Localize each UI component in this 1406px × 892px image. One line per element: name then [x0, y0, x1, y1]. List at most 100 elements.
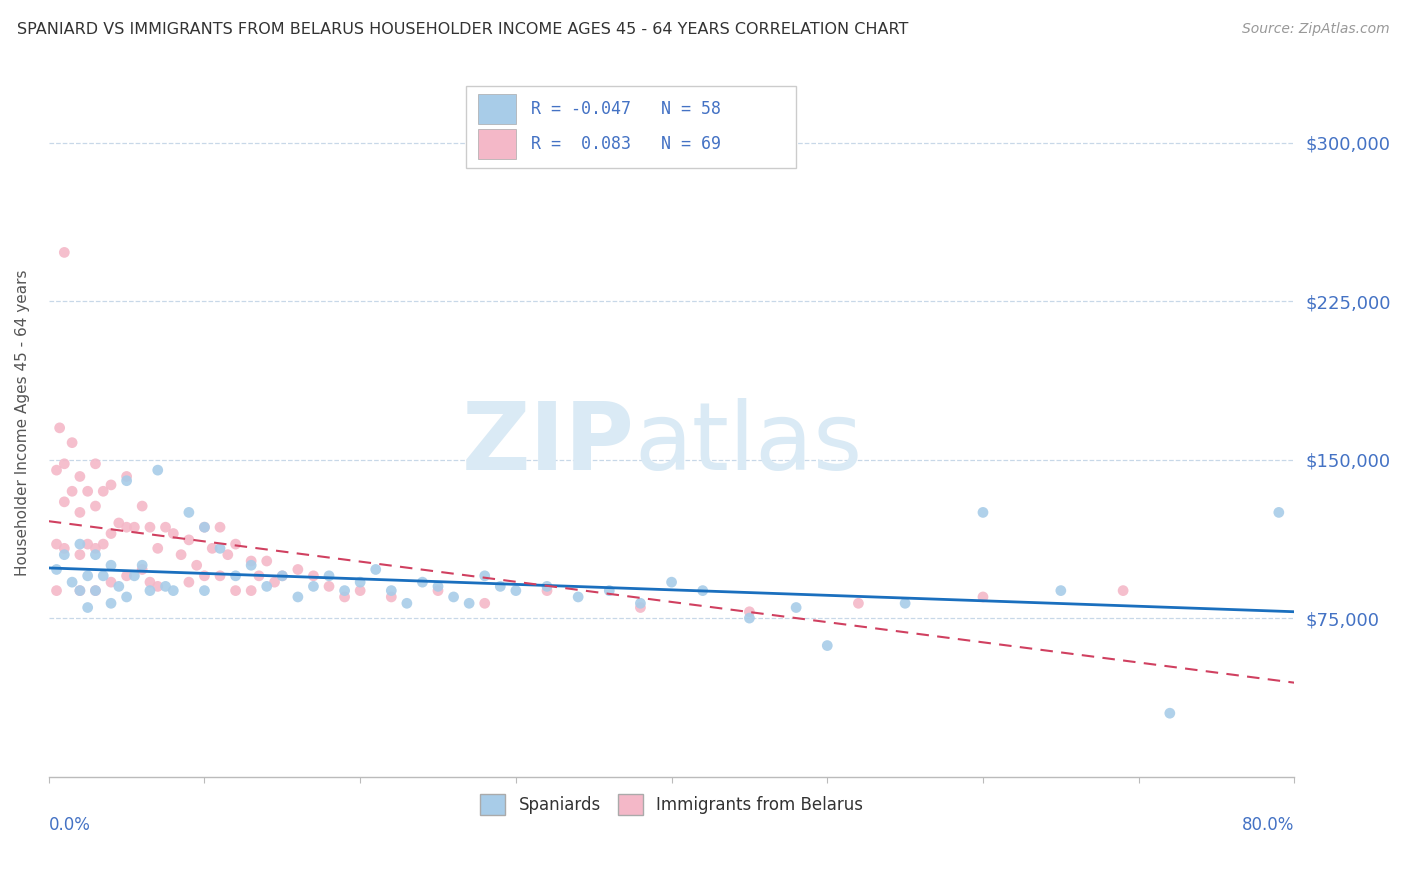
Point [84, 457, 107, 471]
Point [69, 583, 91, 598]
Point [349, 583, 371, 598]
Point [48, 421, 70, 435]
Point [427, 583, 450, 598]
Point [474, 596, 496, 610]
Point [271, 569, 294, 583]
Point [193, 583, 215, 598]
Point [208, 569, 231, 583]
Point [489, 579, 512, 593]
Point [69, 505, 91, 519]
Point [115, 474, 138, 488]
Point [162, 583, 184, 598]
Point [186, 558, 208, 573]
Point [146, 463, 169, 477]
Point [100, 526, 122, 541]
Point [738, 611, 761, 625]
Point [84, 541, 107, 556]
Point [100, 478, 122, 492]
Point [177, 575, 200, 590]
Point [474, 569, 496, 583]
Point [45, 583, 67, 598]
Point [45, 537, 67, 551]
Point [91, 569, 114, 583]
Point [100, 575, 122, 590]
Legend: Spaniards, Immigrants from Belarus: Spaniards, Immigrants from Belarus [474, 788, 869, 822]
Point [60, 484, 83, 499]
Point [84, 499, 107, 513]
Point [139, 575, 162, 590]
Point [302, 569, 325, 583]
Point [364, 562, 387, 576]
Point [263, 575, 285, 590]
Point [785, 600, 807, 615]
Y-axis label: Householder Income Ages 45 - 64 years: Householder Income Ages 45 - 64 years [15, 269, 30, 576]
Point [217, 548, 239, 562]
Point [271, 569, 294, 583]
Point [60, 575, 83, 590]
Point [333, 590, 356, 604]
Point [53, 457, 76, 471]
Point [208, 520, 231, 534]
Point [256, 579, 278, 593]
Point [76, 569, 98, 583]
Point [972, 590, 994, 604]
Point [247, 569, 270, 583]
Point [240, 558, 263, 573]
Point [76, 600, 98, 615]
Point [598, 583, 620, 598]
Point [333, 583, 356, 598]
Point [76, 484, 98, 499]
Text: ZIP: ZIP [461, 398, 634, 490]
Point [287, 562, 309, 576]
Point [155, 579, 177, 593]
Point [1268, 505, 1291, 519]
Point [567, 590, 589, 604]
Point [76, 537, 98, 551]
Point [170, 548, 193, 562]
Point [302, 579, 325, 593]
Point [458, 596, 481, 610]
Point [1050, 583, 1073, 598]
Point [139, 520, 162, 534]
FancyBboxPatch shape [478, 129, 516, 159]
Point [738, 605, 761, 619]
Point [225, 537, 247, 551]
Text: R = -0.047   N = 58: R = -0.047 N = 58 [531, 100, 721, 118]
Point [69, 537, 91, 551]
Point [256, 554, 278, 568]
Point [91, 537, 114, 551]
Point [208, 541, 231, 556]
Text: R =  0.083   N = 69: R = 0.083 N = 69 [531, 136, 721, 153]
Point [69, 583, 91, 598]
Point [146, 541, 169, 556]
Point [240, 554, 263, 568]
Point [53, 245, 76, 260]
Point [53, 495, 76, 509]
Point [349, 575, 371, 590]
Point [139, 583, 162, 598]
Point [124, 520, 146, 534]
Point [815, 639, 838, 653]
Point [193, 520, 215, 534]
Point [115, 590, 138, 604]
Point [100, 558, 122, 573]
Point [155, 520, 177, 534]
Point [427, 579, 450, 593]
Point [162, 526, 184, 541]
Point [84, 548, 107, 562]
Point [536, 579, 558, 593]
Point [1112, 583, 1135, 598]
Point [380, 583, 402, 598]
Point [380, 590, 402, 604]
Point [60, 435, 83, 450]
FancyBboxPatch shape [478, 94, 516, 124]
Point [69, 548, 91, 562]
Point [108, 516, 131, 530]
Text: 0.0%: 0.0% [49, 815, 90, 833]
Point [91, 484, 114, 499]
Point [177, 533, 200, 547]
Point [45, 562, 67, 576]
Point [1159, 706, 1181, 721]
Point [131, 558, 153, 573]
Point [193, 520, 215, 534]
